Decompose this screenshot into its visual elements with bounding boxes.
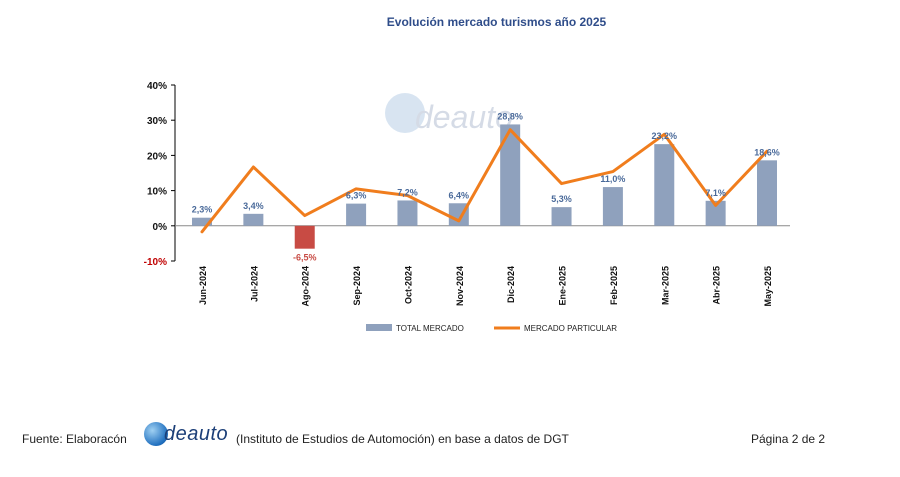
x-tick-label: Mar-2025 (660, 266, 670, 305)
bar (654, 144, 675, 226)
bar (397, 200, 418, 226)
bar (757, 160, 777, 226)
y-tick-label: 10% (147, 187, 167, 198)
data-label: 28,8% (497, 111, 523, 121)
bar (192, 217, 212, 226)
series-line (200, 128, 769, 234)
x-tick-label: Jun-2024 (198, 266, 208, 305)
data-label: 2,3% (192, 205, 213, 215)
watermark-ball-icon (385, 93, 425, 133)
legend-label: TOTAL MERCADO (396, 324, 464, 333)
bar (602, 187, 623, 226)
data-label: 3,4% (243, 201, 264, 211)
chart-title: Evolución mercado turismos año 2025 (386, 15, 607, 29)
watermark-text: deauto (415, 99, 513, 135)
data-label: 6,4% (449, 190, 470, 200)
y-tick-label: 40% (147, 81, 167, 92)
bar (243, 213, 264, 226)
x-tick-label: Feb-2025 (609, 266, 619, 305)
y-tick-label: 20% (147, 151, 167, 162)
x-tick-label: Oct-2024 (403, 266, 413, 304)
x-tick-label: Dic-2024 (506, 266, 516, 303)
y-tick-label: 30% (147, 116, 167, 127)
data-label: 11,0% (600, 174, 625, 184)
legend-swatch-bar (366, 324, 392, 331)
x-tick-label: Nov-2024 (455, 266, 465, 306)
footer-source-text: (Instituto de Estudios de Automoción) en… (236, 432, 569, 446)
bar (294, 225, 315, 249)
bar (705, 200, 726, 226)
data-label: 18,6% (754, 147, 780, 157)
x-tick-label: Sep-2024 (352, 266, 362, 306)
x-tick-label: Jul-2024 (249, 266, 259, 302)
legend-label: MERCADO PARTICULAR (524, 324, 617, 333)
logo-wordmark: deauto (164, 423, 229, 445)
watermark-logo: deauto (385, 93, 513, 135)
data-label: 23,2% (652, 131, 678, 141)
bar (448, 203, 469, 226)
data-label: -6,5% (293, 253, 317, 263)
x-tick-label: Abr-2025 (712, 266, 722, 305)
data-label: 7,2% (397, 187, 418, 197)
data-label: 5,3% (551, 194, 572, 204)
page-number: Página 2 de 2 (751, 432, 826, 446)
bar (500, 124, 521, 226)
data-label: 6,3% (346, 191, 367, 201)
y-tick-label: -10% (144, 257, 167, 268)
data-label: 7,1% (705, 188, 726, 198)
bar (551, 207, 572, 226)
ideauto-logo: deauto (140, 419, 232, 453)
x-tick-label: Ago-2024 (301, 266, 311, 307)
x-tick-label: May-2025 (763, 266, 773, 307)
y-tick-label: 0% (153, 222, 168, 233)
logo-ball-icon (144, 422, 168, 446)
footer-source-label: Fuente: Elaboracón (22, 432, 127, 446)
bar (346, 203, 367, 226)
x-tick-label: Ene-2025 (558, 266, 568, 306)
chart: deauto -10% 0% 10% 20% 30% 40% 2,3% 3,4% -6,5% 6,3… (144, 81, 790, 333)
